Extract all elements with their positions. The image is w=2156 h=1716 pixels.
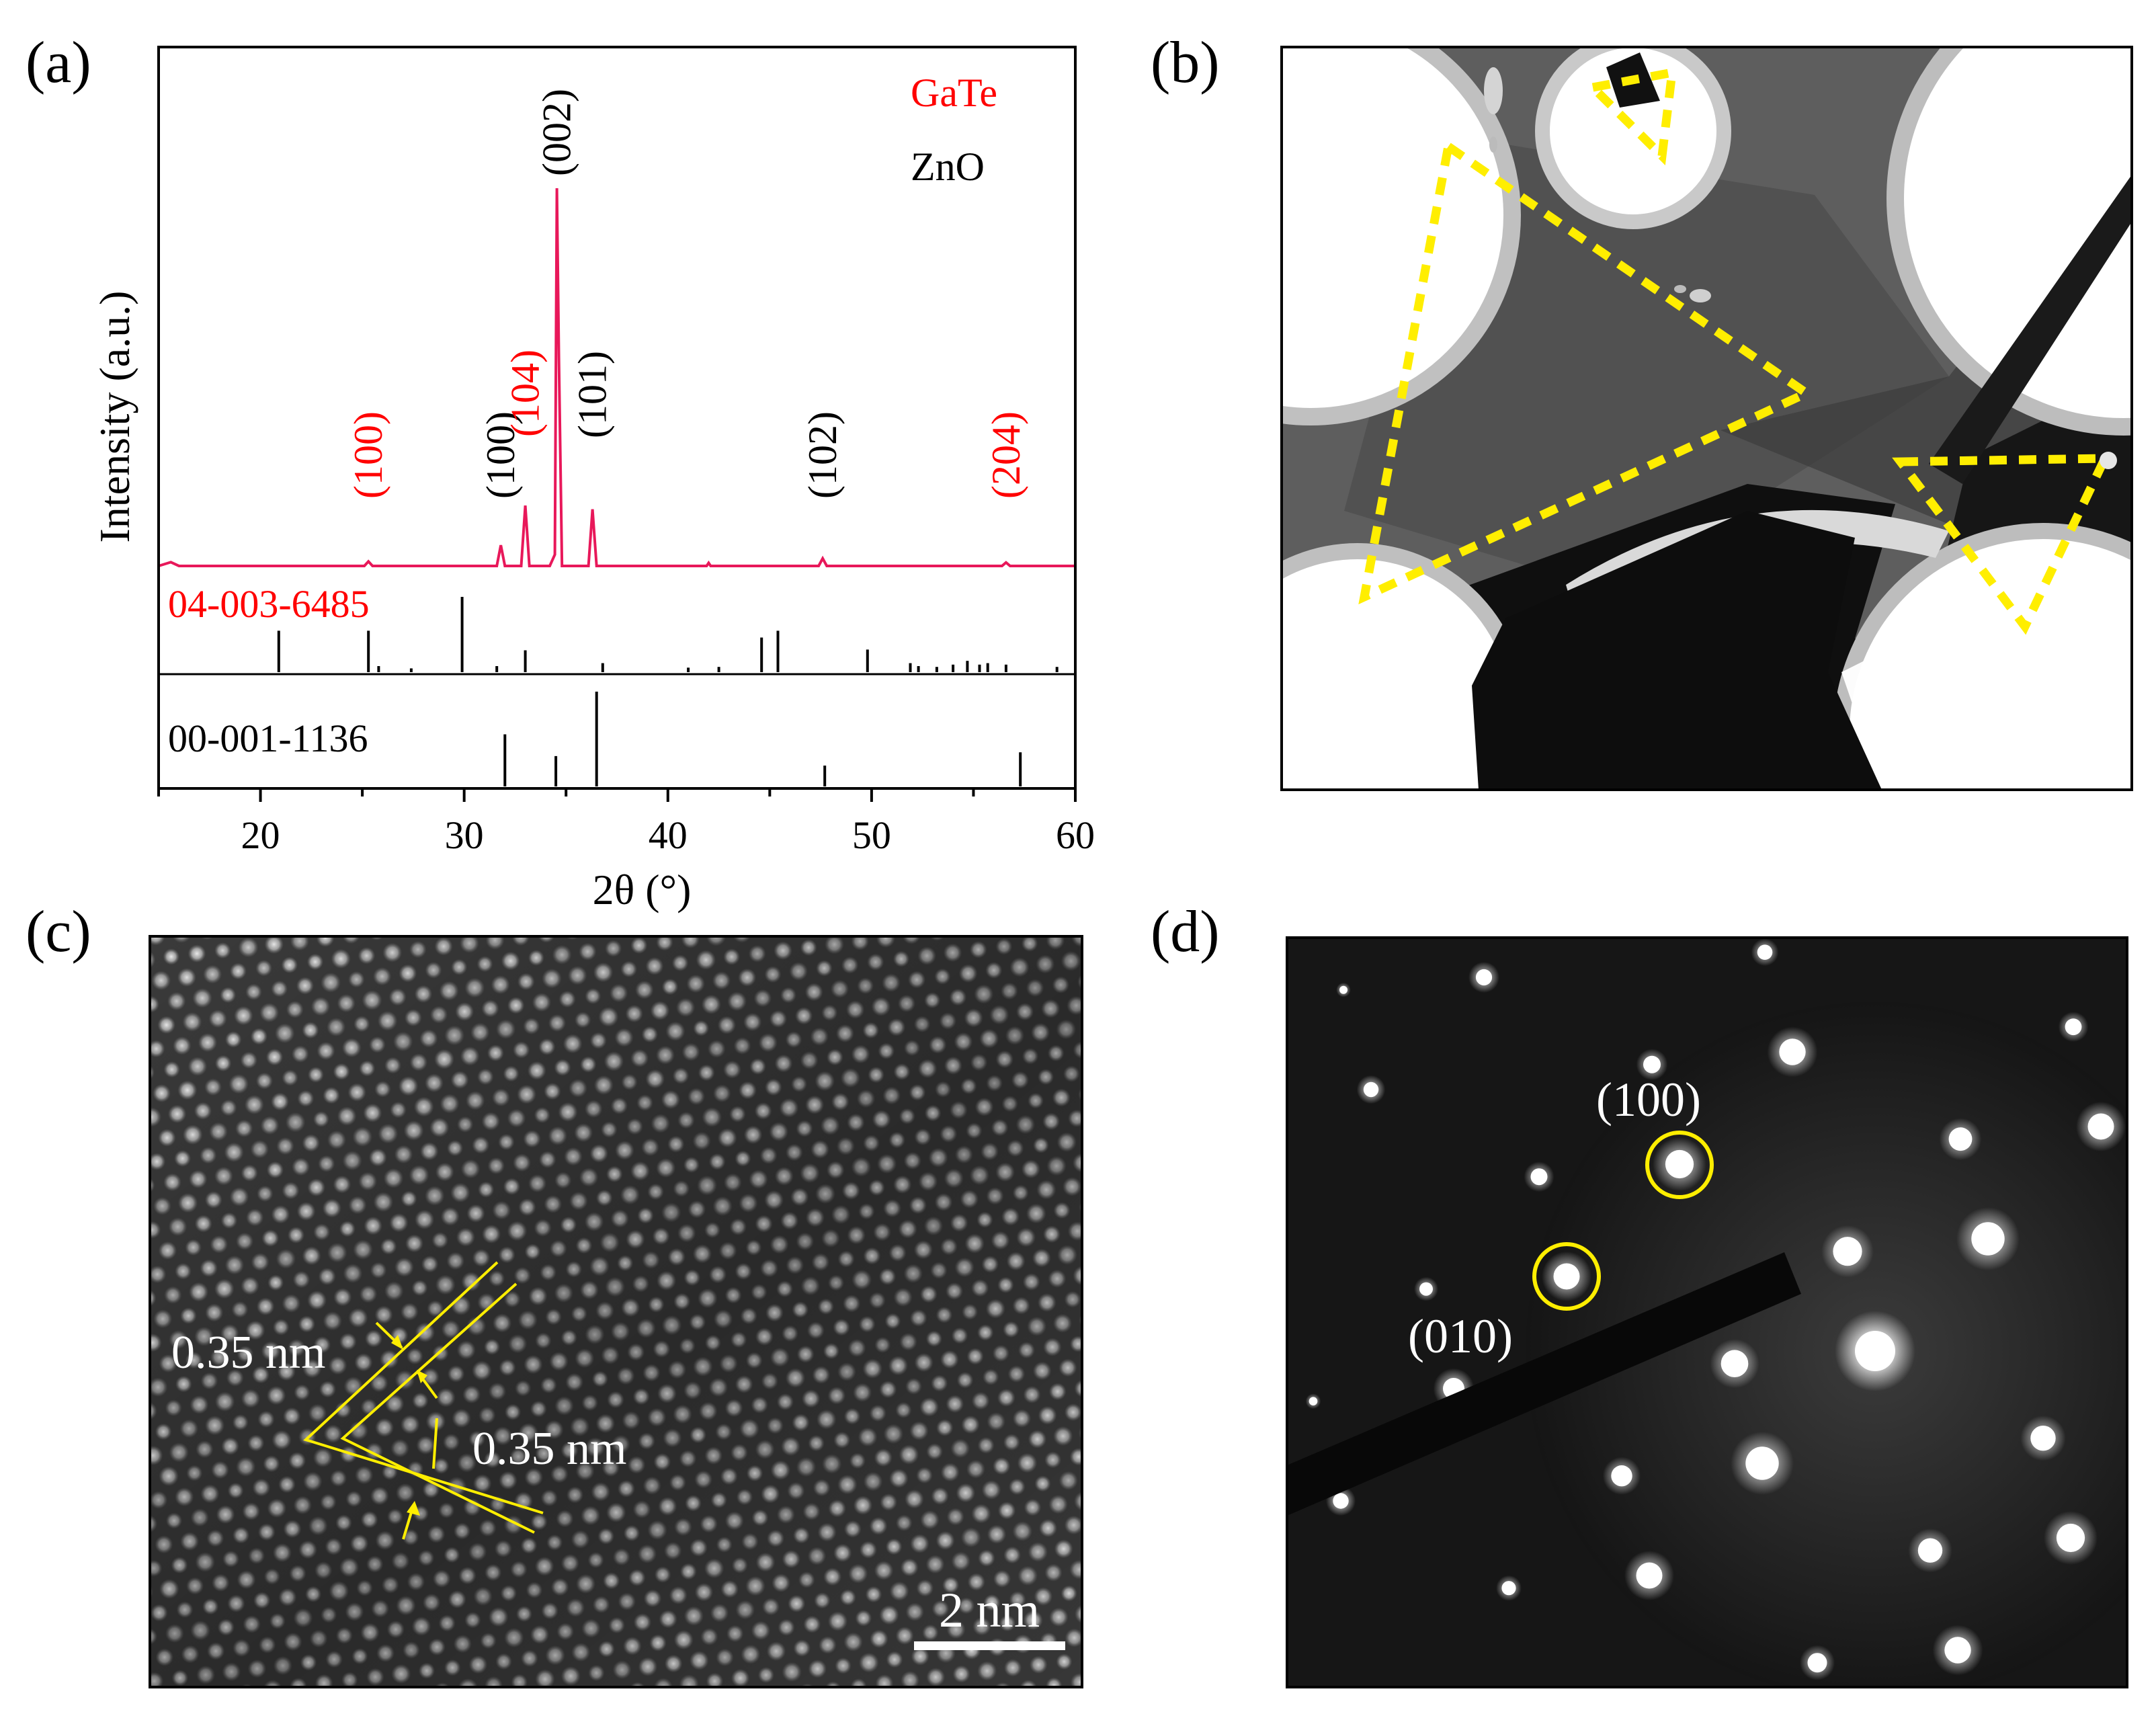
legend-zno: ZnO bbox=[911, 145, 985, 189]
hrtem-frame bbox=[149, 935, 1083, 1688]
flake-outline-right bbox=[1892, 454, 2112, 635]
peak-label: (101) bbox=[571, 351, 615, 438]
spot-label-010: (010) bbox=[1408, 1309, 1513, 1363]
reference-label-zno: 00-001-1136 bbox=[168, 717, 368, 760]
spacing-label-1: 0.35 nm bbox=[171, 1327, 325, 1379]
xrd-chart: (100) (100)(104)(002)(101)(102) (204) 20 30… bbox=[91, 46, 1095, 913]
x-tick-label: 20 bbox=[241, 813, 280, 857]
saed-pattern: (100) (010) bbox=[1287, 938, 2127, 1687]
hrtem-image: 0.35 nm 0.35 nm 2 nm bbox=[150, 936, 1082, 1687]
plot-frame bbox=[157, 46, 1077, 790]
x-tick-label: 30 bbox=[445, 813, 484, 857]
peak-label: (100) bbox=[479, 411, 523, 499]
peak-label: (204) bbox=[984, 411, 1028, 499]
x-tick-label: 60 bbox=[1056, 813, 1095, 857]
y-axis-label: Intensity (a.u.) bbox=[91, 291, 138, 543]
x-axis: 20 30 40 50 60 bbox=[157, 788, 1095, 857]
beam-stopper bbox=[1287, 1252, 1801, 1516]
scale-bar-label: 2 nm bbox=[939, 1583, 1040, 1638]
tem-frame bbox=[1280, 46, 2133, 791]
spot-label-100: (100) bbox=[1596, 1073, 1701, 1127]
spacing-label-2: 0.35 nm bbox=[472, 1423, 626, 1475]
reference-label-gate: 04-003-6485 bbox=[168, 582, 370, 626]
peak-label: (002) bbox=[535, 89, 579, 176]
panel-label-d: (d) bbox=[1151, 899, 1220, 965]
x-axis-label: 2θ (°) bbox=[593, 866, 692, 913]
legend-gate: GaTe bbox=[911, 71, 997, 115]
spot-circle-100 bbox=[1645, 1131, 1714, 1199]
lattice-line-inner bbox=[340, 1282, 535, 1534]
spot-circle-010 bbox=[1532, 1242, 1601, 1311]
panel-label-c: (c) bbox=[26, 899, 91, 965]
scale-bar bbox=[914, 1641, 1065, 1650]
peak-label: (102) bbox=[800, 411, 845, 499]
spacing-arrow-3 bbox=[432, 1418, 438, 1469]
panel-label-a: (a) bbox=[26, 30, 91, 95]
tem-image bbox=[1282, 47, 2132, 790]
x-tick-label: 40 bbox=[649, 813, 688, 857]
series-line-measured bbox=[158, 188, 1075, 567]
panel-label-b: (b) bbox=[1151, 30, 1220, 95]
x-tick-label: 50 bbox=[852, 813, 891, 857]
flake-outline-large bbox=[1358, 138, 1816, 605]
saed-frame bbox=[1286, 936, 2128, 1688]
peak-label: (100) bbox=[346, 411, 390, 499]
peak-label: (104) bbox=[503, 350, 548, 437]
flake-outline-top bbox=[1583, 67, 1677, 165]
lattice-line-outer bbox=[303, 1261, 544, 1514]
xrd-marks: (100) (100)(104)(002)(101)(102) (204) bbox=[158, 89, 1075, 786]
